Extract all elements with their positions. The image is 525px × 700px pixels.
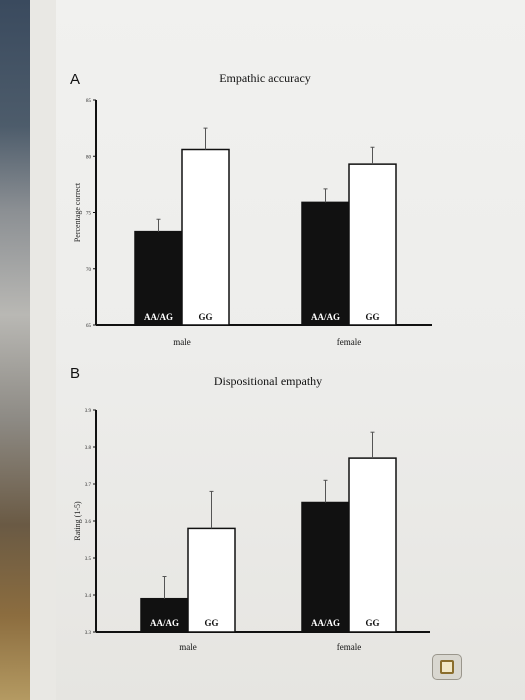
bar-label: GG (198, 312, 212, 322)
document-icon[interactable] (432, 654, 462, 680)
bar-female-AA-AG (301, 501, 350, 633)
y-axis-label: Percentage correct (73, 182, 82, 242)
y-tick-label: 3.9 (85, 409, 92, 414)
y-tick-label: 3.3 (85, 631, 92, 636)
category-label-male: male (179, 642, 197, 652)
y-tick-label: 65 (86, 324, 92, 329)
chart-title: Empathic accuracy (219, 71, 311, 85)
bar-label: GG (365, 618, 379, 628)
panel-letter-B: B (70, 365, 80, 382)
bar-female-GG (348, 163, 397, 326)
bar-female-GG (348, 457, 397, 633)
bar-male-GG (181, 148, 230, 326)
y-tick-label: 85 (86, 99, 92, 104)
bar-label: AA/AG (150, 618, 179, 628)
bar-female-AA-AG (301, 201, 350, 326)
panel-letter-A: A (70, 71, 80, 88)
y-tick-label: 3.4 (85, 594, 92, 599)
y-tick-label: 80 (86, 155, 92, 160)
y-tick-label: 70 (86, 268, 92, 273)
y-tick-label: 3.5 (85, 557, 92, 562)
bar-male-AA-AG (134, 230, 183, 326)
category-label-female: female (337, 642, 361, 652)
y-tick-label: 75 (86, 212, 92, 217)
y-tick-label: 3.7 (85, 483, 92, 488)
category-label-female: female (337, 337, 361, 347)
bar-label: AA/AG (311, 312, 340, 322)
bar-label: GG (204, 618, 218, 628)
window-edge (30, 0, 56, 700)
y-axis-label: Rating (1-5) (73, 501, 82, 541)
bar-label: GG (365, 312, 379, 322)
bar-male-GG (187, 527, 236, 633)
bar-label: AA/AG (311, 618, 340, 628)
figure-page (56, 0, 525, 700)
bar-label: AA/AG (144, 312, 173, 322)
category-label-male: male (173, 337, 191, 347)
y-tick-label: 3.8 (85, 446, 92, 451)
y-tick-label: 3.6 (85, 520, 92, 525)
document-icon-glyph (440, 660, 454, 674)
chart-title: Dispositional empathy (214, 374, 322, 388)
